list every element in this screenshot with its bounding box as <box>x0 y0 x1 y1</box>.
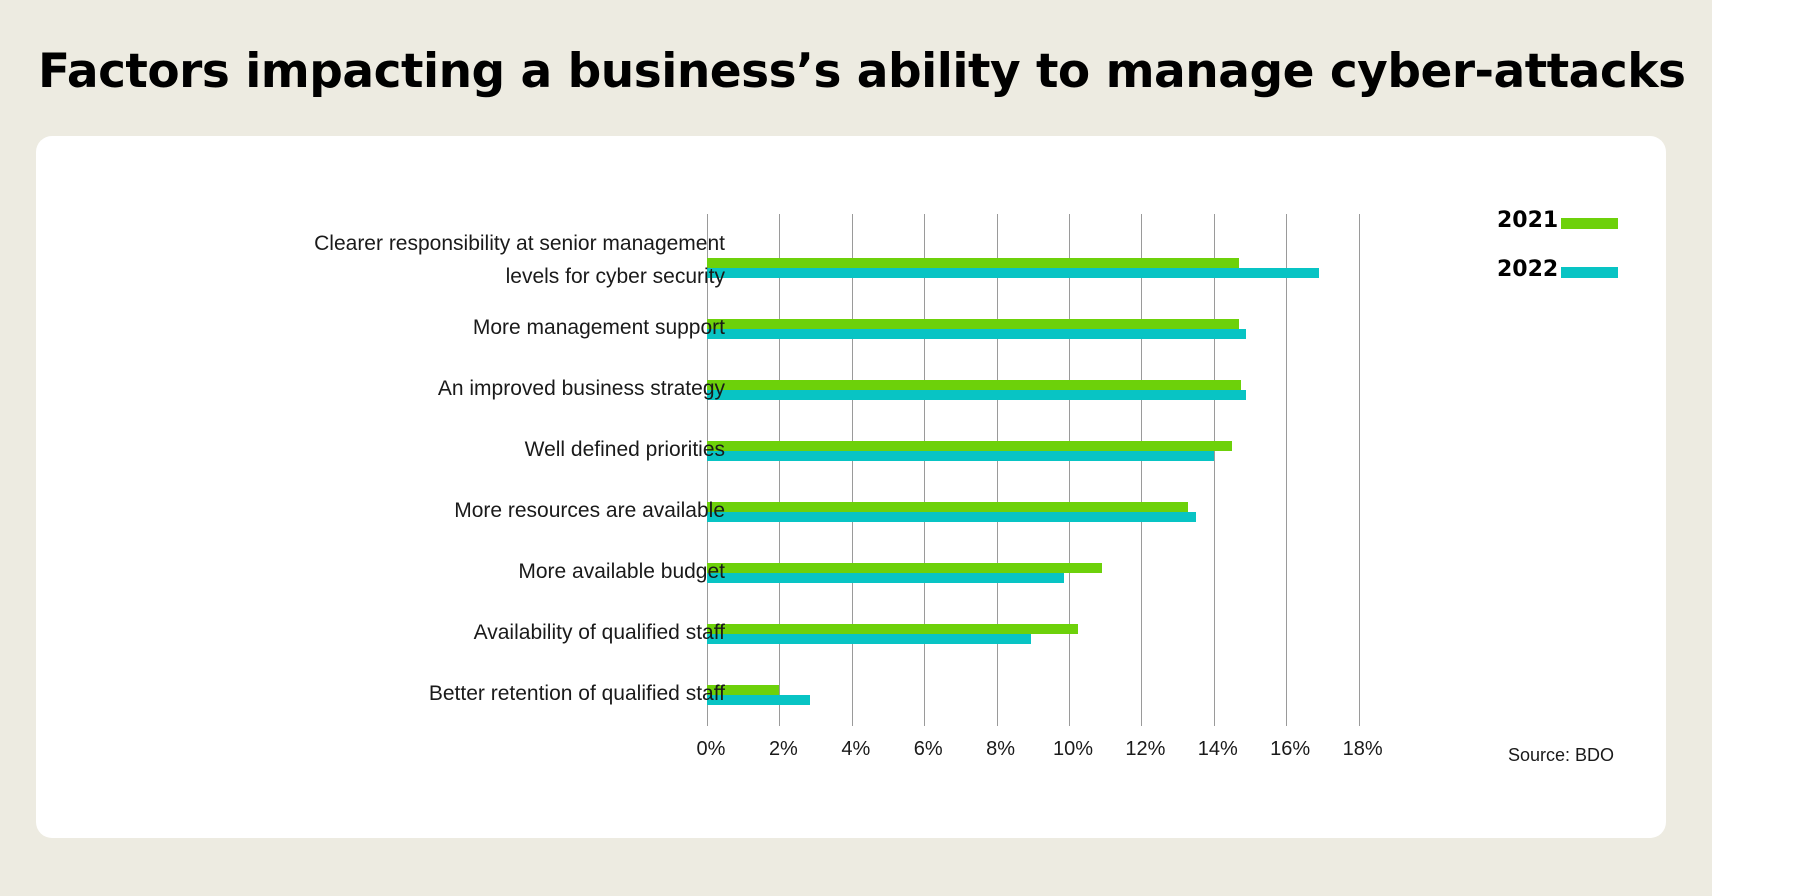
bar-2021 <box>707 258 1240 268</box>
bar-2021 <box>707 624 1079 634</box>
gridline <box>1286 214 1288 726</box>
x-tick-label: 18% <box>1342 738 1383 760</box>
category-label: An improved business strategy <box>437 377 725 400</box>
bar-2022 <box>707 268 1319 278</box>
gridline <box>1141 214 1143 726</box>
bar-2022 <box>707 451 1214 461</box>
category-label: More management support <box>472 316 725 339</box>
bar-2021 <box>707 685 780 695</box>
plot-area: 0% 2% 4% 6% 8% 10% 12% 14% 16% 18% Clearer respons… <box>36 136 1666 838</box>
gridline <box>1213 214 1215 726</box>
gridline <box>1069 214 1070 726</box>
x-tick-label: 16% <box>1270 738 1311 760</box>
x-tick-label: 12% <box>1125 738 1166 760</box>
bar-2021 <box>707 319 1240 329</box>
x-tick-label: 10% <box>1052 738 1094 760</box>
x-tick-label: 0% <box>696 738 726 760</box>
bar-2021 <box>707 441 1232 451</box>
x-tick-label: 2% <box>768 738 798 760</box>
bar-2021 <box>707 563 1102 573</box>
category-label: Clearer responsibility at senior managem… <box>314 232 725 288</box>
bar-2022 <box>707 695 811 705</box>
gridline <box>851 214 853 726</box>
category-label: More resources are available <box>454 499 725 522</box>
gridline <box>707 214 708 726</box>
gridline <box>924 214 926 726</box>
bar-2022 <box>707 512 1196 522</box>
bar-2022 <box>707 329 1247 339</box>
bar-2021 <box>707 502 1189 512</box>
legend-label-2022: 2022 <box>1497 257 1559 282</box>
gridline <box>996 214 998 726</box>
category-label: Better retention of qualified staff <box>428 682 725 705</box>
bar-2021 <box>707 380 1241 390</box>
x-tick-label: 14% <box>1197 738 1238 760</box>
x-tick-label: 8% <box>986 738 1016 760</box>
legend-swatch-2022 <box>1561 267 1618 278</box>
gridline <box>1358 214 1360 726</box>
legend-label-2021: 2021 <box>1497 208 1559 233</box>
chart-card: 0% 2% 4% 6% 8% 10% 12% 14% 16% 18% Clearer respons… <box>36 136 1666 838</box>
chart-title: Factors impacting a business’s ability t… <box>38 44 1686 99</box>
bar-2022 <box>707 390 1247 400</box>
source-note: Source: BDO <box>1508 745 1615 765</box>
category-label: Availability of qualified staff <box>473 621 725 644</box>
x-tick-label: 6% <box>913 738 943 760</box>
x-tick-label: 4% <box>841 738 871 760</box>
category-label: Well defined priorities <box>524 438 725 461</box>
gridline <box>779 214 781 726</box>
bar-2022 <box>707 573 1064 583</box>
bar-2022 <box>707 634 1031 644</box>
legend-swatch-2021 <box>1561 218 1618 229</box>
category-label: More available budget <box>518 560 725 583</box>
